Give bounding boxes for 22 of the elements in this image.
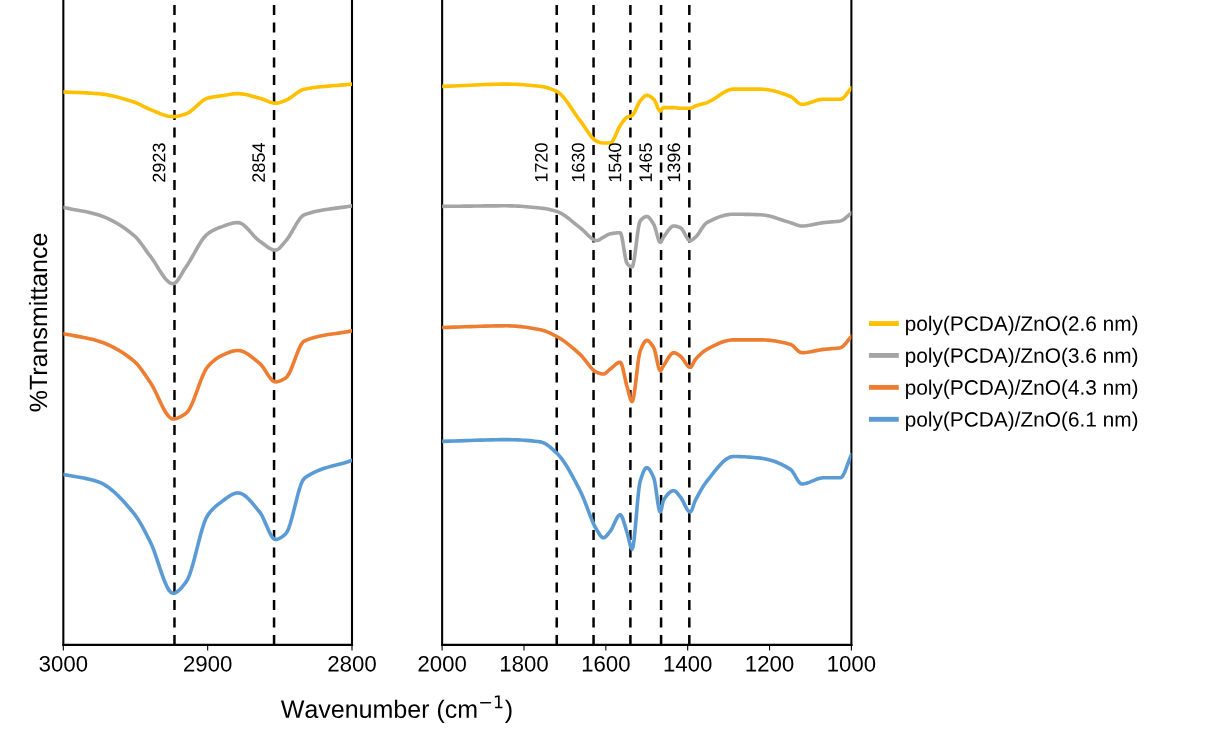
legend-label: poly(PCDA)/ZnO(6.1 nm): [906, 411, 1138, 431]
ref-line-label: 2854: [252, 143, 266, 182]
ref-line-label: 1630: [571, 143, 585, 182]
ref-line-label: 1465: [639, 143, 653, 182]
x-tick-label: 1200: [746, 655, 794, 672]
x-tick-label: 1000: [828, 655, 876, 672]
ref-line-label: 1396: [667, 143, 681, 182]
legend-label: poly(PCDA)/ZnO(4.3 nm): [906, 379, 1138, 399]
x-tick-label: 2900: [184, 655, 232, 672]
x-tick-label: 1400: [664, 655, 712, 672]
x-tick-label: 2800: [328, 655, 376, 672]
x-tick-label: 1600: [582, 655, 630, 672]
x-tick-label: 1800: [500, 655, 548, 672]
x-tick-label: 2000: [418, 655, 466, 672]
ref-line-label: 1540: [608, 143, 622, 182]
x-axis-title: Wavenumber (cm$^{−1}$): [280, 695, 512, 723]
ref-line-label: 2923: [152, 143, 166, 182]
ref-line-label: 1720: [534, 143, 548, 182]
y-axis-title: %Transmittance: [28, 233, 48, 412]
legend-label: poly(PCDA)/ZnO(3.6 nm): [906, 347, 1138, 368]
legend-label: poly(PCDA)/ZnO(2.6 nm): [906, 315, 1138, 336]
x-tick-label: 3000: [39, 655, 88, 672]
